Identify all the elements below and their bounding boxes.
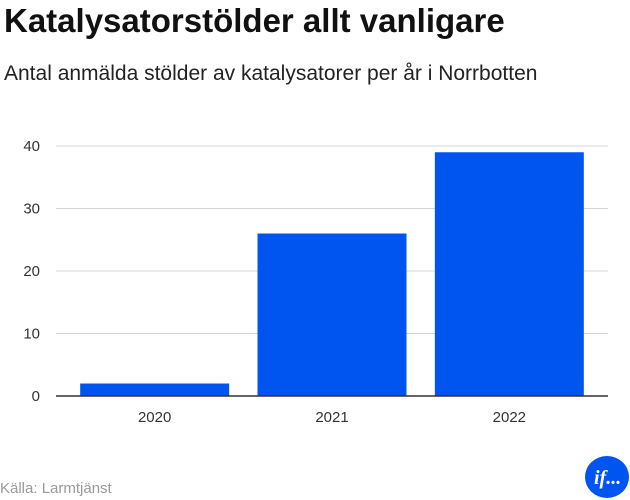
y-tick-label: 10: [23, 326, 40, 343]
bars: [80, 152, 584, 396]
bar: [434, 152, 584, 396]
y-tick-label: 0: [32, 388, 40, 405]
x-tick-label: 2020: [138, 409, 171, 426]
y-tick-label: 40: [23, 138, 40, 155]
y-tick-label: 30: [23, 201, 40, 218]
x-tick-label: 2021: [315, 409, 348, 426]
if-logo-icon: if...: [585, 456, 629, 498]
bar-chart: 0 10 20 30 40 2020 2021 2022: [23, 138, 608, 426]
axes: 0 10 20 30 40 2020 2021 2022: [23, 138, 608, 426]
chart-subtitle: Antal anmälda stölder av katalysatorer p…: [4, 62, 538, 85]
y-tick-label: 20: [23, 263, 40, 280]
bar: [80, 383, 230, 396]
bar: [257, 233, 407, 396]
chart-title: Katalysatorstölder allt vanligare: [4, 2, 505, 39]
x-tick-label: 2022: [493, 409, 526, 426]
svg-text:if...: if...: [594, 467, 621, 489]
source-note: Källa: Larmtjänst: [0, 480, 112, 497]
